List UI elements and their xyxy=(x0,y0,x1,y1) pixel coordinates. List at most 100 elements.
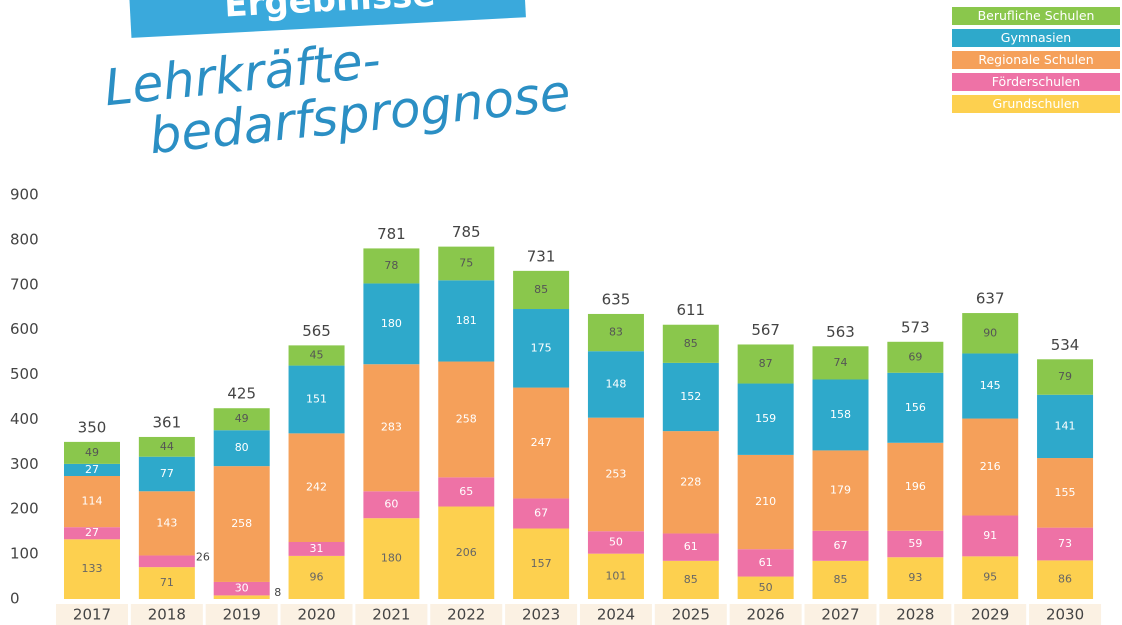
data-label: 49 xyxy=(85,446,99,459)
data-label: 85 xyxy=(534,283,548,296)
data-label: 148 xyxy=(605,377,626,390)
bar-segment xyxy=(438,477,495,507)
data-label: 179 xyxy=(830,484,851,497)
data-label: 61 xyxy=(759,556,773,569)
data-label: 155 xyxy=(1055,486,1076,499)
x-tick-label: 2019 xyxy=(223,606,261,624)
bar-segment xyxy=(363,248,420,284)
bar-segment xyxy=(812,450,869,531)
y-tick-label: 200 xyxy=(10,500,39,518)
data-label: 180 xyxy=(381,317,402,330)
x-tick-label: 2023 xyxy=(522,606,560,624)
y-tick-label: 0 xyxy=(10,590,20,608)
data-label: 159 xyxy=(755,412,776,425)
bar-segment xyxy=(587,417,644,532)
data-label: 73 xyxy=(1058,537,1072,550)
legend-label: Grundschulen xyxy=(993,96,1080,111)
data-label: 156 xyxy=(905,401,926,414)
x-label-bg xyxy=(579,604,652,625)
data-label: 27 xyxy=(85,463,99,476)
bar-segment xyxy=(513,528,570,599)
data-label: 80 xyxy=(235,441,249,454)
data-label: 77 xyxy=(160,467,174,480)
bar-segment xyxy=(737,344,794,384)
total-label: 611 xyxy=(676,301,705,319)
bar-segment xyxy=(587,351,644,418)
data-label: 85 xyxy=(684,573,698,586)
bar-segment xyxy=(64,527,120,540)
data-label: 258 xyxy=(231,517,252,530)
data-label: 157 xyxy=(531,557,552,570)
total-label: 425 xyxy=(227,385,256,403)
bar-segment xyxy=(887,530,944,558)
x-tick-label: 2022 xyxy=(447,606,485,624)
bar-segment xyxy=(213,430,270,467)
total-label: 573 xyxy=(901,318,930,336)
data-label: 151 xyxy=(306,392,327,405)
data-label: 95 xyxy=(983,571,997,584)
bar-segment xyxy=(213,408,270,431)
data-label: 180 xyxy=(381,552,402,565)
data-label: 30 xyxy=(235,582,249,595)
x-tick-label: 2018 xyxy=(148,606,186,624)
bar-segment xyxy=(887,442,944,531)
legend-swatch xyxy=(952,73,1120,91)
total-label: 534 xyxy=(1051,336,1080,354)
bar-segment xyxy=(363,518,420,599)
total-label: 350 xyxy=(78,418,107,436)
data-label: 65 xyxy=(459,485,473,498)
data-label: 26 xyxy=(196,550,210,563)
bar-segment xyxy=(138,456,195,492)
x-label-bg xyxy=(954,604,1027,625)
data-label: 181 xyxy=(456,314,477,327)
x-tick-label: 2030 xyxy=(1046,606,1084,624)
total-label: 731 xyxy=(527,247,556,265)
bar-segment xyxy=(962,353,1019,419)
bar-segment xyxy=(363,364,420,492)
x-tick-label: 2024 xyxy=(597,606,635,624)
bar-segment xyxy=(662,533,719,561)
bar-segment xyxy=(438,280,495,362)
data-label: 85 xyxy=(684,337,698,350)
data-label: 74 xyxy=(834,356,848,369)
x-tick-label: 2028 xyxy=(896,606,934,624)
data-label: 158 xyxy=(830,408,851,421)
x-label-bg xyxy=(280,604,353,625)
total-label: 567 xyxy=(751,321,780,339)
bar-segment xyxy=(138,491,195,556)
bar-segment xyxy=(138,436,195,457)
bar-segment xyxy=(962,556,1019,599)
bar-segment xyxy=(513,270,570,310)
y-tick-label: 800 xyxy=(10,230,39,248)
bar-segment xyxy=(213,466,270,582)
bar-segment xyxy=(438,361,495,478)
total-label: 635 xyxy=(602,290,631,308)
bar-segment xyxy=(1037,560,1094,599)
data-label: 114 xyxy=(82,495,103,508)
bar-segment xyxy=(363,491,420,519)
x-label-bg xyxy=(654,604,727,625)
bar-segment xyxy=(288,365,345,434)
bar-segment xyxy=(662,324,719,363)
x-tick-label: 2025 xyxy=(672,606,710,624)
data-label: 45 xyxy=(310,348,324,361)
data-label: 60 xyxy=(384,498,398,511)
data-label: 152 xyxy=(680,390,701,403)
data-label: 175 xyxy=(531,341,552,354)
data-label: 101 xyxy=(605,569,626,582)
y-tick-label: 400 xyxy=(10,410,39,428)
data-label: 83 xyxy=(609,326,623,339)
data-label: 247 xyxy=(531,436,552,449)
bar-segment xyxy=(288,433,345,542)
data-label: 133 xyxy=(82,562,103,575)
data-label: 8 xyxy=(274,586,281,599)
x-label-bg xyxy=(1029,604,1102,625)
bar-segment xyxy=(438,246,495,281)
bar-segment xyxy=(1037,394,1094,459)
data-label: 86 xyxy=(1058,573,1072,586)
total-label: 785 xyxy=(452,223,481,241)
legend-label: Regionale Schulen xyxy=(978,52,1093,67)
data-label: 71 xyxy=(160,576,174,589)
banner: Ergebnisse xyxy=(128,0,526,38)
bar-segment xyxy=(737,383,794,455)
